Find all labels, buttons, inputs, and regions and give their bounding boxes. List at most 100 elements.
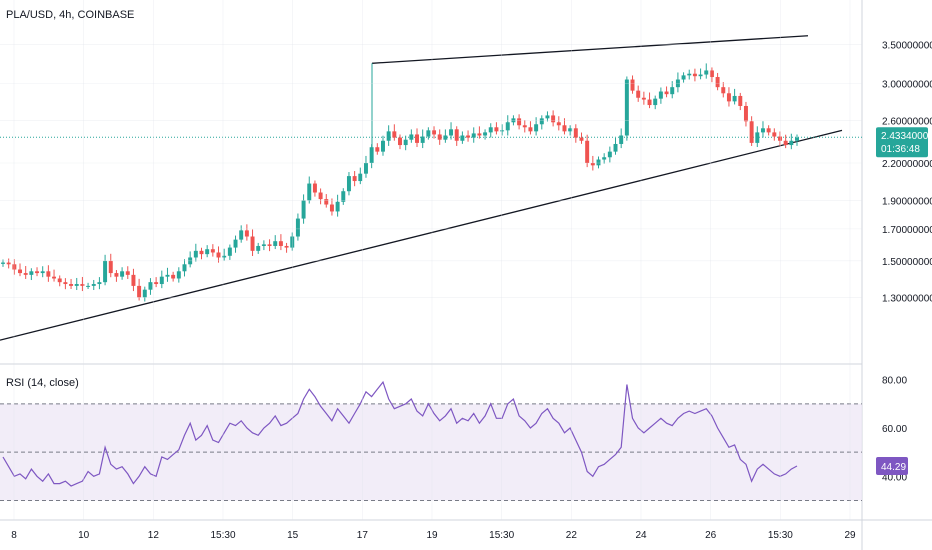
- rsi-title: RSI (14, close): [6, 377, 79, 389]
- candle-body: [704, 70, 709, 75]
- rsi-tick-label: 60.00: [882, 424, 907, 435]
- candle-body: [358, 173, 363, 182]
- candle-body: [488, 127, 493, 133]
- x-tick-label: 19: [426, 530, 438, 541]
- candle-body: [278, 241, 283, 246]
- candle-body: [324, 199, 329, 205]
- candle-body: [607, 151, 612, 158]
- candle-body: [363, 162, 368, 174]
- candle-body: [381, 140, 385, 152]
- candle-body: [579, 137, 584, 141]
- candle-body: [29, 271, 34, 275]
- candle-body: [176, 271, 181, 279]
- candle-body: [653, 98, 658, 106]
- candle-body: [273, 241, 278, 246]
- candle-body: [108, 260, 113, 274]
- candle-body: [556, 122, 561, 126]
- candle-body: [80, 284, 85, 286]
- candle-body: [539, 118, 544, 125]
- candle-body: [409, 134, 414, 140]
- candle-body: [772, 132, 777, 137]
- y-tick-label: 3.00000000: [882, 80, 932, 91]
- candle-body: [18, 269, 22, 274]
- y-tick-label: 2.20000000: [882, 159, 932, 170]
- x-tick-label: 15:30: [210, 530, 235, 541]
- candle-body: [318, 192, 323, 200]
- candle-body: [613, 143, 618, 152]
- candle-body: [40, 271, 45, 274]
- candle-body: [596, 159, 601, 166]
- candle-body: [125, 271, 130, 275]
- x-tick-label: 22: [566, 530, 578, 541]
- candle-body: [477, 133, 482, 136]
- candle-body: [74, 284, 79, 286]
- candle-body: [789, 140, 794, 146]
- candle-body: [681, 75, 686, 80]
- candle-body: [154, 282, 159, 285]
- candle-body: [137, 285, 142, 298]
- candle-body: [159, 276, 164, 285]
- candle-body: [726, 93, 731, 102]
- candle-body: [675, 79, 680, 88]
- candle-body: [483, 132, 488, 136]
- candle-body: [658, 91, 663, 99]
- candle-body: [585, 140, 590, 163]
- candles-layer: [1, 63, 799, 302]
- resistance-trendline: [371, 35, 809, 64]
- rsi-band-layer: [0, 403, 862, 501]
- candle-body: [721, 87, 726, 94]
- candle-body: [426, 130, 431, 137]
- candle-body: [545, 115, 550, 119]
- candle-body: [398, 137, 402, 146]
- x-tick-label: 10: [78, 530, 90, 541]
- candle-body: [573, 128, 578, 138]
- candle-body: [743, 105, 748, 122]
- candle-body: [369, 147, 374, 163]
- rsi-line: [2, 380, 798, 487]
- candle-body: [131, 274, 136, 286]
- support-trendline: [0, 129, 843, 341]
- candle-body: [307, 183, 312, 201]
- candle-body: [57, 278, 62, 283]
- candle-body: [103, 260, 108, 283]
- candle-body: [256, 245, 261, 251]
- x-tick-label: 15:30: [768, 530, 793, 541]
- candle-body: [437, 134, 442, 140]
- price-tag-countdown: 01:36:48: [881, 144, 920, 155]
- chart-title: PLA/USD, 4h, COINBASE: [6, 9, 135, 21]
- x-tick-label: 26: [705, 530, 717, 541]
- candle-body: [312, 183, 317, 193]
- candle-body: [386, 131, 391, 141]
- candle-body: [738, 95, 743, 106]
- x-tick-label: 15:30: [489, 530, 514, 541]
- candle-body: [732, 95, 737, 102]
- candle-body: [766, 128, 771, 133]
- candle-body: [250, 236, 255, 251]
- candle-body: [602, 157, 607, 160]
- candle-body: [466, 135, 471, 138]
- candle-body: [69, 284, 74, 286]
- candle-body: [454, 129, 459, 141]
- candle-body: [148, 282, 153, 290]
- candle-body: [244, 230, 249, 237]
- candle-body: [199, 250, 204, 255]
- candle-body: [641, 97, 646, 100]
- candle-body: [210, 249, 215, 253]
- axis-tags: 2.43340000 01:36:48 44.29: [876, 127, 932, 475]
- candle-body: [329, 204, 334, 212]
- candle-body: [97, 282, 102, 285]
- candle-body: [664, 91, 669, 95]
- candle-body: [778, 136, 782, 141]
- rsi-axis: 80.00 60.00 40.00: [882, 376, 907, 484]
- candle-body: [216, 252, 221, 258]
- y-tick-label: 1.70000000: [882, 225, 932, 236]
- candle-body: [760, 128, 765, 133]
- y-tick-label: 3.50000000: [882, 40, 932, 51]
- candle-body: [261, 244, 266, 246]
- candle-body: [494, 127, 499, 132]
- candle-body: [301, 200, 306, 219]
- candle-body: [171, 274, 176, 279]
- candle-body: [687, 73, 692, 76]
- x-tick-label: 17: [357, 530, 369, 541]
